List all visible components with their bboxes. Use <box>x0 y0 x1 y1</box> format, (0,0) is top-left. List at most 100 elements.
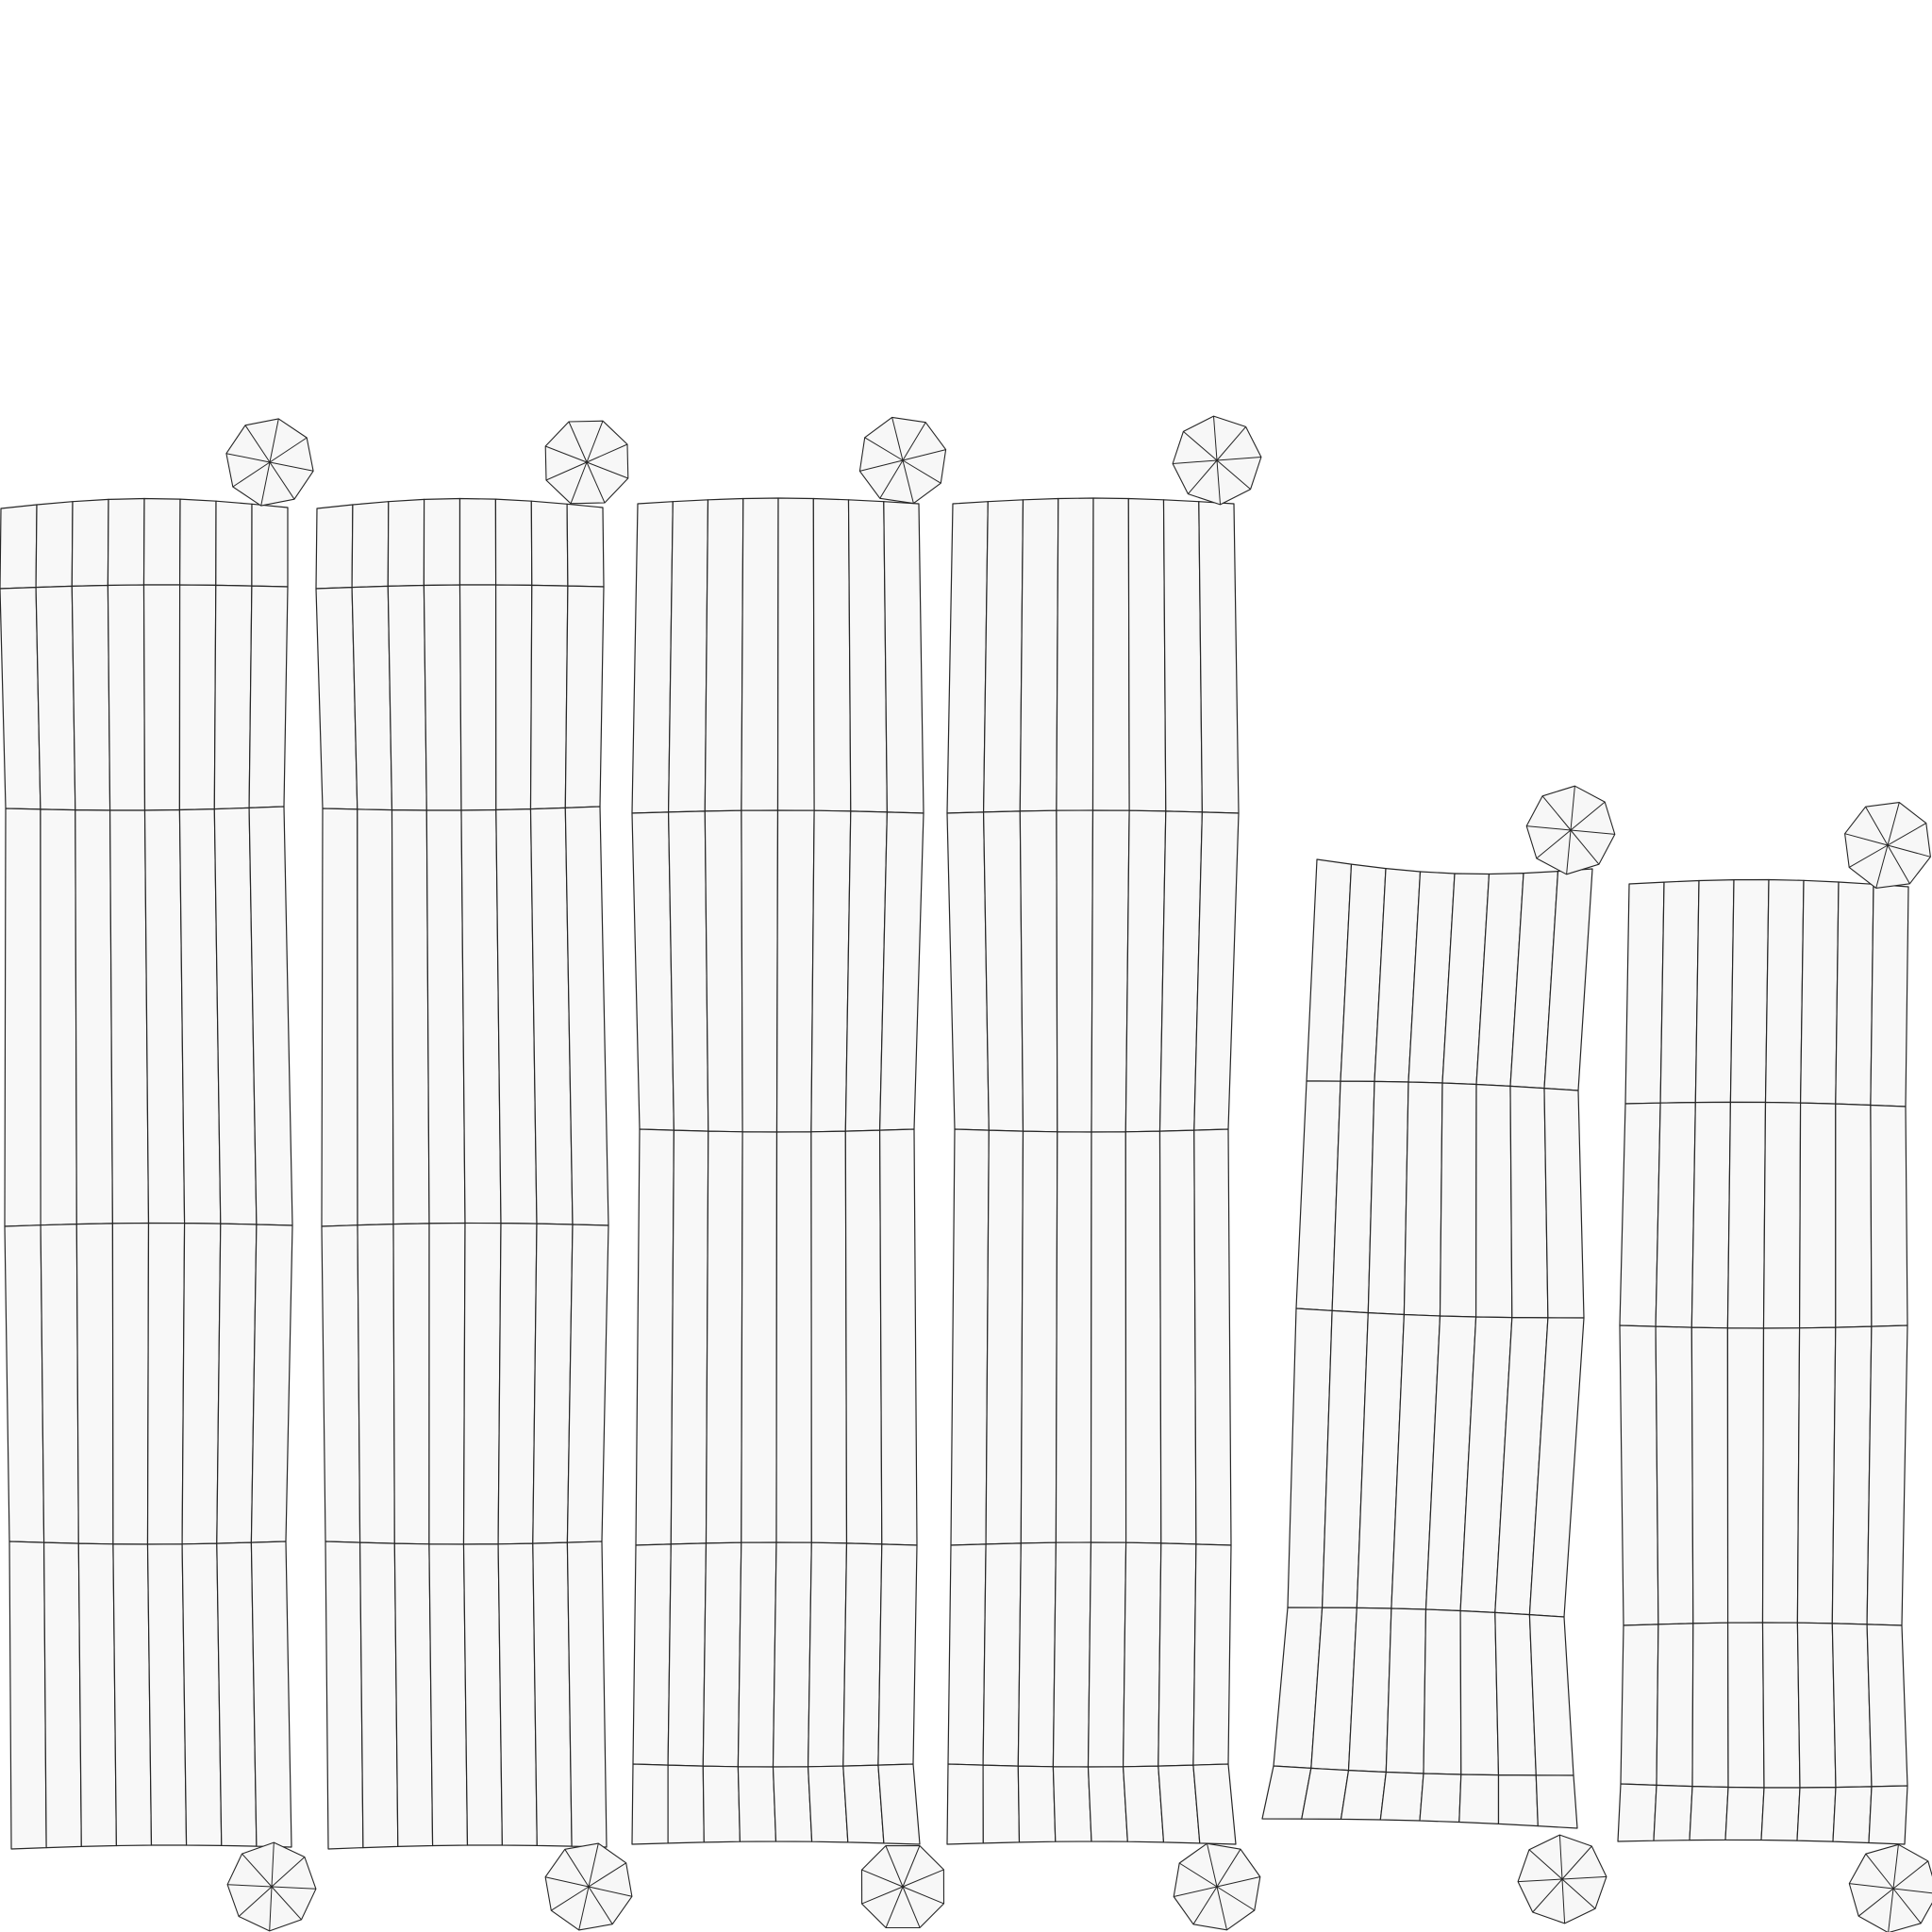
uv-cap-spoke <box>269 461 295 500</box>
uv-face <box>216 1223 258 1544</box>
uv-cap-spoke <box>1844 833 1889 846</box>
uv-cap-spoke <box>1561 1845 1592 1880</box>
uv-face <box>1158 1764 1201 1844</box>
uv-cap-spoke <box>225 453 271 463</box>
uv-face <box>1690 1101 1732 1329</box>
uv-face <box>667 810 709 1132</box>
uv-face <box>667 1542 708 1767</box>
uv-face <box>807 1765 849 1843</box>
uv-cap-spoke <box>545 461 588 481</box>
uv-face <box>1619 1324 1659 1626</box>
uv-cap-spoke <box>1570 801 1606 831</box>
uv-face <box>4 1224 45 1543</box>
uv-face <box>423 584 462 811</box>
uv-cap-spoke <box>1865 806 1889 846</box>
uv-cap-spoke <box>1528 1849 1563 1880</box>
uv-face <box>1052 1541 1092 1768</box>
uv-face <box>1340 1769 1387 1821</box>
uv-cap-spoke <box>1532 1878 1563 1913</box>
uv-cap-spoke <box>1887 844 1931 858</box>
uv-cap-bottom-1 <box>226 1841 317 1932</box>
uv-cap-top-3 <box>858 416 947 505</box>
uv-face <box>146 1543 188 1846</box>
uv-face <box>77 1542 118 1848</box>
uv-cap-spoke <box>578 1886 590 1931</box>
uv-face <box>497 1222 538 1545</box>
uv-face <box>1726 1101 1767 1329</box>
uv-face <box>946 1763 984 1845</box>
uv-face <box>1543 1087 1585 1319</box>
uv-cap-spoke <box>1541 795 1572 831</box>
uv-cap-spoke <box>879 459 904 499</box>
uv-face <box>1403 1081 1443 1317</box>
uv-face <box>812 497 852 812</box>
uv-face <box>143 808 186 1224</box>
uv-cap-spoke <box>1849 1883 1894 1890</box>
uv-face <box>1419 1773 1462 1824</box>
uv-face <box>1653 1784 1693 1841</box>
uv-cap-spoke <box>1216 459 1251 490</box>
uv-face <box>1439 1082 1477 1318</box>
uv-face <box>1764 878 1805 1104</box>
uv-strip-6 <box>1617 878 1909 1845</box>
uv-face <box>42 1541 82 1849</box>
uv-face <box>1124 1130 1162 1544</box>
uv-strip-4 <box>946 497 1240 1845</box>
uv-face <box>772 1541 812 1768</box>
uv-cap-spoke <box>586 421 604 463</box>
uv-face <box>1055 1131 1092 1543</box>
uv-cap-spoke <box>891 417 904 461</box>
uv-face <box>877 1763 921 1845</box>
uv-face <box>741 497 779 811</box>
uv-face <box>1459 1609 1500 1776</box>
uv-face <box>111 1222 150 1545</box>
uv-face <box>946 501 989 814</box>
uv-cap-bottom-2 <box>544 1842 633 1931</box>
uv-face <box>494 584 533 811</box>
uv-cap-spoke <box>1865 1853 1894 1890</box>
uv-cap-spoke <box>902 422 926 461</box>
uv-face <box>566 1224 609 1543</box>
uv-cap-spoke <box>1178 1862 1218 1888</box>
uv-cap-spoke <box>1570 829 1615 835</box>
uv-face <box>1835 1103 1873 1328</box>
uv-face <box>1087 1541 1127 1768</box>
uv-face <box>393 1542 434 1848</box>
uv-face <box>1659 879 1700 1104</box>
uv-face <box>1762 1101 1802 1329</box>
uv-face <box>35 501 74 589</box>
uv-face <box>1835 881 1874 1107</box>
uv-face <box>844 1129 883 1545</box>
uv-face <box>878 811 924 1131</box>
uv-cap-spoke <box>1892 1888 1922 1924</box>
uv-face <box>315 586 358 810</box>
uv-face <box>458 497 497 586</box>
uv-face <box>877 1543 918 1766</box>
uv-face <box>357 808 394 1226</box>
uv-cap-top-5 <box>1525 785 1616 875</box>
uv-face <box>1866 1324 1908 1626</box>
uv-face <box>112 1543 153 1847</box>
uv-face <box>423 497 461 587</box>
uv-face <box>4 808 42 1227</box>
uv-face <box>251 503 289 588</box>
uv-face <box>1423 1608 1462 1775</box>
uv-face <box>142 584 181 811</box>
uv-caps <box>225 415 1932 1932</box>
uv-face <box>737 1766 777 1842</box>
uv-face <box>982 810 1024 1132</box>
uv-face <box>635 1128 675 1546</box>
uv-face <box>530 500 569 587</box>
uv-cap-spoke <box>238 1886 273 1917</box>
uv-face <box>532 1541 573 1847</box>
uv-face <box>1726 1327 1765 1624</box>
uv-cap-spoke <box>588 1862 626 1888</box>
uv-cap-spoke <box>269 461 314 472</box>
uv-face <box>776 497 815 811</box>
uv-cap-spoke <box>586 461 628 479</box>
uv-face <box>71 584 111 811</box>
uv-face <box>1124 809 1167 1133</box>
uv-cap-spoke <box>271 1842 275 1888</box>
uv-strip-1 <box>0 497 293 1850</box>
uv-cap-spoke <box>1216 1886 1227 1930</box>
